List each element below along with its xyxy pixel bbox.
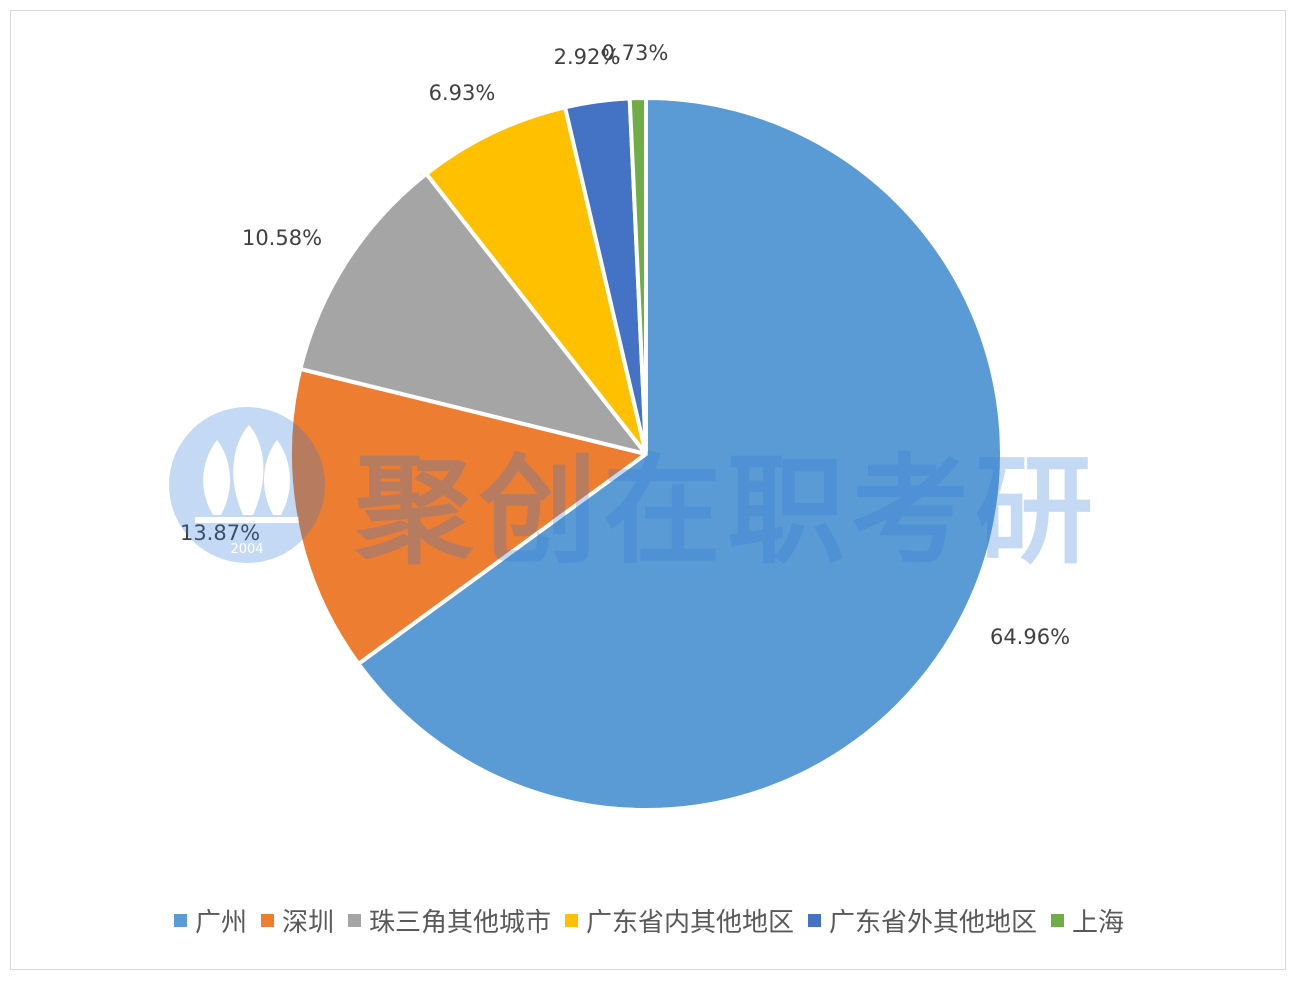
pie-slice-3	[298, 171, 648, 456]
legend-item-3: 珠三角其他城市	[347, 902, 551, 939]
legend-item-6: 上海	[1051, 902, 1124, 939]
data-label-4: 6.93%	[429, 81, 496, 105]
chart-legend: 广州 深圳 珠三角其他城市 广东省内其他地区 广东省外其他地区 上海	[0, 902, 1298, 939]
legend-item-1: 广州	[173, 902, 247, 939]
pie-slice-4	[424, 105, 648, 456]
legend-swatch	[1051, 914, 1065, 927]
legend-label: 深圳	[281, 908, 334, 938]
pie-slice-6	[627, 96, 648, 456]
data-label-1: 64.96%	[990, 625, 1070, 649]
legend-label: 广东省外其他地区	[829, 908, 1038, 938]
legend-label: 珠三角其他城市	[368, 908, 551, 938]
legend-label: 广东省内其他地区	[586, 908, 795, 938]
data-label-3: 10.58%	[242, 226, 322, 250]
legend-label: 广州	[194, 908, 247, 938]
pie-slice-2	[288, 366, 648, 666]
legend-label: 上海	[1072, 908, 1125, 938]
data-label-6: 0.73%	[602, 41, 669, 65]
data-label-5: 2.92%	[554, 45, 621, 69]
pie-slice-1	[356, 96, 1004, 812]
legend-swatch	[565, 914, 578, 927]
legend-item-4: 广东省内其他地区	[565, 902, 794, 939]
legend-swatch	[347, 914, 361, 927]
legend-item-5: 广东省外其他地区	[808, 902, 1037, 939]
legend-swatch	[260, 914, 274, 927]
data-label-2: 13.87%	[180, 521, 260, 545]
legend-swatch	[808, 914, 822, 927]
legend-item-2: 深圳	[260, 902, 334, 939]
legend-swatch	[173, 914, 187, 927]
